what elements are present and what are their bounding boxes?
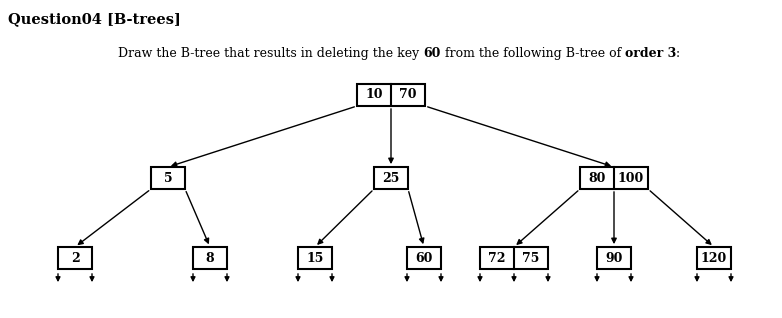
Bar xyxy=(298,247,332,269)
Bar xyxy=(193,247,227,269)
Text: 8: 8 xyxy=(206,252,214,265)
Text: 120: 120 xyxy=(701,252,727,265)
Text: Question04 [B-trees]: Question04 [B-trees] xyxy=(8,12,181,26)
Text: 60: 60 xyxy=(423,47,440,60)
Bar xyxy=(58,247,92,269)
Text: 15: 15 xyxy=(307,252,324,265)
Bar xyxy=(374,167,408,189)
Text: 60: 60 xyxy=(415,252,432,265)
Bar xyxy=(580,167,648,189)
Bar xyxy=(407,247,441,269)
Text: 5: 5 xyxy=(163,171,172,184)
Bar xyxy=(597,247,631,269)
Text: 80: 80 xyxy=(588,171,606,184)
Bar xyxy=(151,167,185,189)
Bar xyxy=(480,247,548,269)
Bar xyxy=(697,247,731,269)
Text: 75: 75 xyxy=(522,252,540,265)
Text: Draw the B-tree that results in deleting the key: Draw the B-tree that results in deleting… xyxy=(118,47,423,60)
Text: from the following B-tree of: from the following B-tree of xyxy=(440,47,625,60)
Bar xyxy=(357,84,425,106)
Text: 90: 90 xyxy=(605,252,622,265)
Text: 10: 10 xyxy=(365,88,382,101)
Text: order 3: order 3 xyxy=(625,47,676,60)
Text: 72: 72 xyxy=(488,252,506,265)
Text: 70: 70 xyxy=(400,88,417,101)
Text: 100: 100 xyxy=(618,171,644,184)
Text: 2: 2 xyxy=(70,252,80,265)
Text: :: : xyxy=(676,47,680,60)
Text: 25: 25 xyxy=(382,171,400,184)
